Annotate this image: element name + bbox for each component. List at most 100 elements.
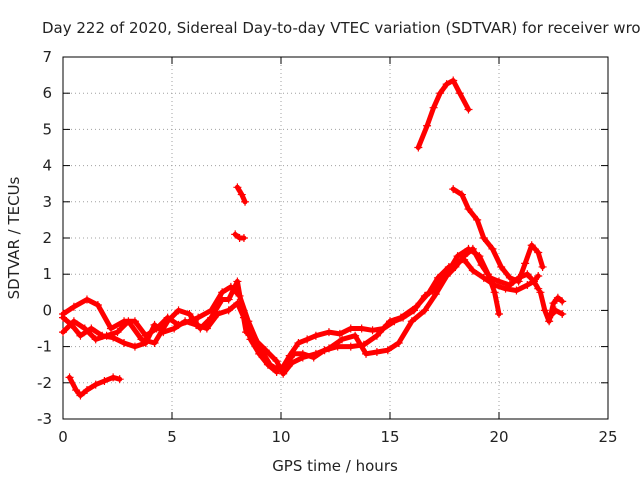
data-point xyxy=(272,357,281,366)
data-point xyxy=(433,273,442,282)
y-tick-label: 5 xyxy=(42,120,52,138)
data-point xyxy=(484,270,493,279)
data-point xyxy=(540,306,549,315)
data-point xyxy=(475,252,484,261)
data-point xyxy=(224,295,233,304)
series-trace-5 xyxy=(449,185,547,286)
data-point xyxy=(246,335,255,344)
data-point xyxy=(368,326,377,335)
data-point xyxy=(93,300,102,309)
data-point xyxy=(194,313,203,322)
data-point xyxy=(106,324,115,333)
data-point xyxy=(294,338,303,347)
data-point xyxy=(272,367,281,376)
x-tick-label: 20 xyxy=(489,428,508,446)
data-point xyxy=(109,333,118,342)
data-point xyxy=(324,344,333,353)
data-point xyxy=(536,288,545,297)
data-point xyxy=(473,215,482,224)
data-point xyxy=(287,358,296,367)
data-point xyxy=(311,331,320,340)
y-tick-label: 6 xyxy=(42,84,52,102)
data-point xyxy=(233,277,242,286)
data-point xyxy=(479,234,488,242)
data-point xyxy=(239,234,248,242)
data-point xyxy=(351,331,360,340)
series-trace-9 xyxy=(536,288,567,326)
grid-lines xyxy=(63,57,608,419)
data-point xyxy=(407,317,416,326)
data-point xyxy=(464,244,473,253)
data-point xyxy=(109,373,118,382)
data-point xyxy=(213,310,222,319)
data-point xyxy=(409,306,418,315)
data-point xyxy=(191,320,200,329)
data-point xyxy=(442,270,451,279)
data-point xyxy=(141,338,150,347)
data-point xyxy=(423,121,432,130)
data-point xyxy=(442,80,451,89)
data-point xyxy=(449,185,458,194)
data-point xyxy=(82,386,91,395)
series-line xyxy=(67,374,123,398)
data-point xyxy=(523,281,532,290)
data-point xyxy=(529,277,538,286)
data-point xyxy=(468,266,477,275)
data-point xyxy=(91,380,100,389)
data-point xyxy=(113,328,122,337)
data-point xyxy=(239,313,248,322)
data-point xyxy=(357,324,366,333)
x-tick-label: 0 xyxy=(58,428,68,446)
data-point xyxy=(538,262,547,271)
data-point xyxy=(495,277,503,286)
data-point xyxy=(505,273,514,282)
y-tick-label: 7 xyxy=(42,48,52,66)
data-point xyxy=(346,324,355,333)
data-point xyxy=(545,313,554,322)
data-point xyxy=(279,362,288,371)
data-point xyxy=(372,331,381,340)
data-point xyxy=(76,331,85,340)
y-tick-label: -2 xyxy=(37,374,52,392)
data-point xyxy=(453,252,462,261)
data-point xyxy=(59,328,67,337)
data-point xyxy=(98,331,107,340)
data-point xyxy=(372,348,381,357)
data-point xyxy=(241,197,250,206)
data-point xyxy=(362,349,371,358)
data-point xyxy=(298,353,307,362)
series-trace-3 xyxy=(59,244,503,376)
data-point xyxy=(255,349,264,358)
x-tick-label: 5 xyxy=(167,428,177,446)
y-axis-label: SDTVAR / TECUs xyxy=(5,176,23,299)
data-point xyxy=(551,306,560,315)
x-tick-label: 25 xyxy=(598,428,617,446)
data-point xyxy=(490,288,499,297)
data-point xyxy=(338,335,347,344)
data-point xyxy=(59,313,67,322)
series-trace-8 xyxy=(65,373,124,400)
data-point xyxy=(414,143,423,152)
data-point xyxy=(150,320,159,329)
data-point xyxy=(311,349,320,358)
data-point xyxy=(394,338,403,347)
y-tick-label: 2 xyxy=(42,229,52,247)
data-point xyxy=(303,335,312,344)
data-point xyxy=(87,324,96,333)
data-point xyxy=(449,76,458,85)
data-point xyxy=(420,306,429,315)
data-point xyxy=(181,317,190,326)
data-point xyxy=(399,313,408,322)
series-line xyxy=(415,78,471,150)
data-point xyxy=(488,244,497,253)
data-point xyxy=(120,338,129,347)
data-point xyxy=(115,375,124,384)
data-point xyxy=(527,241,536,250)
chart-title: Day 222 of 2020, Sidereal Day-to-day VTE… xyxy=(42,19,640,37)
data-point xyxy=(558,310,567,319)
data-point xyxy=(263,360,272,369)
x-tick-label: 15 xyxy=(380,428,399,446)
tick-labels: 0 5 10 15 20 25 -3 -2 -1 0 1 2 3 4 5 6 7 xyxy=(37,48,618,446)
data-point xyxy=(455,89,464,98)
